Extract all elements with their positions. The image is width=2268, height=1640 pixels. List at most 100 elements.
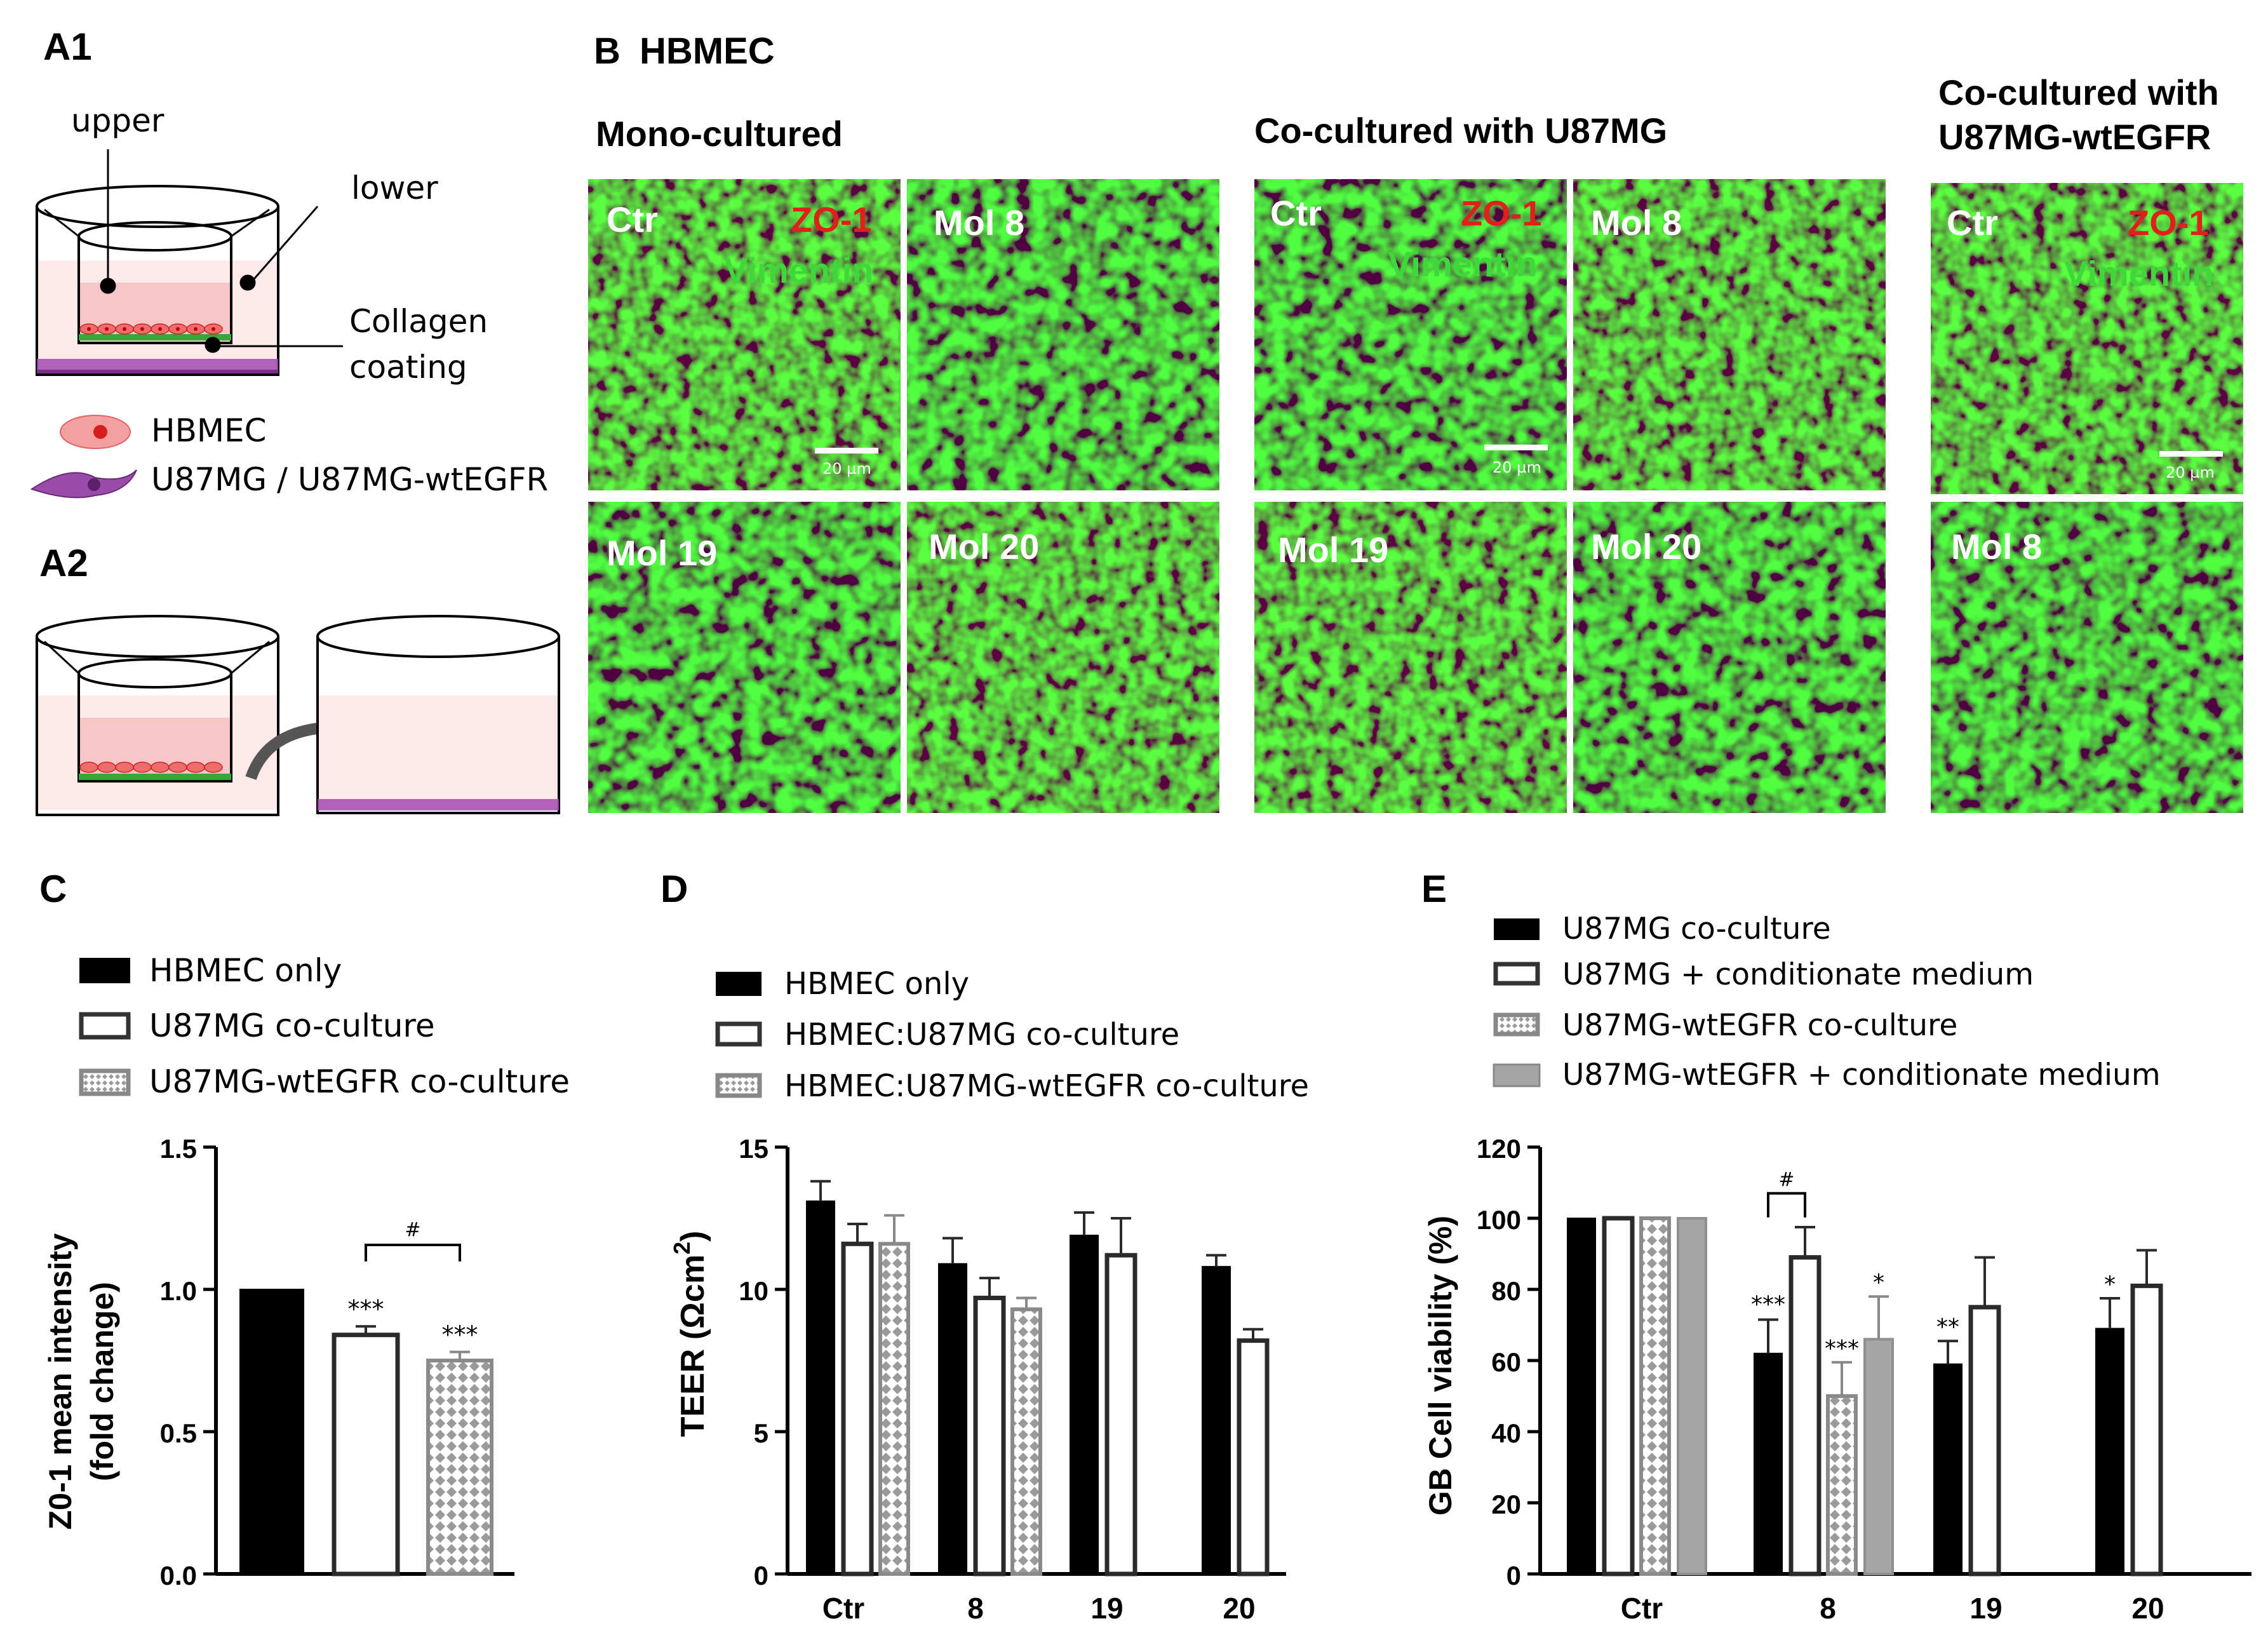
chart-e-bar-Ctr-1 (1567, 1218, 1596, 1575)
legend-hbmec: HBMEC (151, 412, 267, 449)
chart-d: 0 5 10 15 Ctr 8 19 20 (739, 1134, 1286, 1625)
transwell-right (316, 615, 560, 814)
label-zo1-wt: ZO-1 (2128, 203, 2209, 243)
chart-e-ytick-label-3: 60 (1491, 1347, 1521, 1377)
label-collagen-1: Collagen (349, 303, 488, 340)
legend-c: HBMEC only U87MG co-culture U87MG-wtEGFR… (79, 952, 570, 1100)
label-zo1-mono: ZO-1 (791, 199, 872, 239)
chart-d-ytick-label-0: 0 (754, 1561, 768, 1590)
label-mol19-mono: Mol 19 (607, 533, 717, 573)
legend-c-label-1: HBMEC only (149, 952, 342, 989)
panel-label-c: C (39, 868, 67, 910)
chart-c-bar-2 (332, 1333, 400, 1576)
legend-c-swatch-2 (79, 1012, 131, 1040)
legend-d-swatch-1 (716, 972, 762, 996)
legend-c-label-3: U87MG-wtEGFR co-culture (149, 1063, 570, 1100)
chart-e-bar-8-2 (1788, 1255, 1822, 1576)
chart-d-ytick-label-1: 5 (754, 1418, 768, 1448)
chart-e-xtick-19: 19 (1969, 1592, 2002, 1625)
legend-d-label-1: HBMEC only (784, 966, 969, 1002)
chart-d-bar-20-1 (1202, 1266, 1231, 1575)
chart-e-bar-Ctr-4 (1677, 1217, 1707, 1575)
image-mono-mol20 (907, 502, 1219, 813)
chart-c-ylabel-2: (fold change) (84, 1282, 120, 1481)
image-u87-mol19 (1254, 502, 1567, 813)
panel-label-a1: A1 (43, 25, 92, 68)
chart-d-bar-20-2 (1237, 1338, 1270, 1576)
u87mg-cell-icon (30, 469, 137, 499)
legend-e-label-3: U87MG-wtEGFR co-culture (1562, 1008, 1957, 1043)
scale-text-u87: 20 µm (1493, 459, 1541, 476)
chart-d-xtick-8: 8 (967, 1592, 984, 1625)
legend-u87mg: U87MG / U87MG-wtEGFR (151, 461, 548, 498)
chart-c-sig-hash: # (405, 1219, 420, 1241)
image-u87-mol20 (1573, 502, 1886, 813)
legend-e-swatch-3 (1493, 1012, 1540, 1037)
label-ctr-mono: Ctr (607, 199, 658, 239)
chart-d-bar-Ctr-3 (878, 1242, 910, 1576)
chart-d-bar-8-1 (938, 1263, 967, 1575)
label-vimentin-u87: Vimentin (1388, 244, 1537, 284)
chart-e-bar-20-2 (2130, 1283, 2163, 1576)
image-wt-ctr (1931, 183, 2243, 494)
chart-c-bar-1 (239, 1289, 304, 1575)
chart-e-bar-Ctr-2 (1602, 1216, 1635, 1576)
chart-e-bracket (1767, 1192, 1806, 1218)
image-u87-ctr (1254, 179, 1567, 490)
panel-letter-b: B (594, 30, 621, 72)
label-ctr-u87: Ctr (1270, 193, 1322, 233)
legend-c-swatch-3 (79, 1068, 131, 1096)
chart-d-xtick-20: 20 (1223, 1592, 1255, 1625)
image-mono-mol19 (588, 502, 901, 813)
legend-e-swatch-1 (1494, 918, 1540, 940)
chart-e-ytick-label-0: 0 (1506, 1561, 1521, 1590)
legend-e: U87MG co-culture U87MG + conditionate me… (1493, 911, 2161, 1092)
chart-e-ylabel: GB Cell viability (%) (1423, 1216, 1458, 1516)
chart-c-sig-2: *** (442, 1321, 478, 1349)
chart-e-sig-8-wtcm: * (1873, 1270, 1884, 1296)
panel-label-b: B HBMEC (594, 30, 775, 72)
legend-e-label-4: U87MG-wtEGFR + conditionate medium (1562, 1058, 2161, 1092)
chart-c-bracket (365, 1244, 461, 1261)
chart-c-ytick-label-1: 0.5 (160, 1418, 197, 1448)
chart-e-bar-19-2 (1968, 1305, 2001, 1576)
label-zo1-u87: ZO-1 (1461, 193, 1542, 233)
transwell-left (36, 615, 279, 816)
chart-d-xtick-Ctr: Ctr (822, 1592, 865, 1625)
schematic-pointers (100, 149, 343, 353)
col-title-u87: Co-cultured with U87MG (1254, 111, 1667, 151)
label-vimentin-wt: Vimentin (2064, 253, 2213, 293)
hbmec-cell-icon (60, 415, 131, 449)
panel-b: B HBMEC Mono-cultured Co-cultured with U… (588, 30, 2243, 813)
chart-e-sig-8-u87: *** (1751, 1292, 1785, 1318)
chart-e-ytick-label-2: 40 (1491, 1418, 1521, 1448)
panel-e: E U87MG co-culture U87MG + conditionate … (1421, 868, 2251, 1625)
chart-e-ytick-label-1: 20 (1491, 1489, 1521, 1519)
image-wt-mol8 (1931, 502, 2243, 813)
chart-d-bar-Ctr-1 (806, 1200, 835, 1575)
image-mono-ctr (588, 179, 901, 490)
panel-d: D HBMEC only HBMEC:U87MG co-culture HBME… (661, 868, 1309, 1625)
chart-e-bar-8-3 (1826, 1394, 1858, 1576)
col-title-wt-2: U87MG-wtEGFR (1938, 117, 2211, 157)
chart-e-sig-19: ** (1936, 1314, 1959, 1340)
chart-c-ylabel-1: Z0-1 mean intensity (43, 1233, 78, 1529)
label-mol8-mono: Mol 8 (934, 203, 1024, 243)
legend-e-label-1: U87MG co-culture (1562, 911, 1831, 946)
chart-d-xtick-19: 19 (1090, 1592, 1123, 1625)
label-ctr-wt: Ctr (1947, 203, 1998, 243)
scale-bar-mono (815, 448, 878, 454)
panel-label-a2: A2 (39, 542, 88, 584)
chart-e-bar-19-1 (1933, 1363, 1963, 1575)
chart-c-ytick-label-3: 1.5 (160, 1134, 197, 1164)
chart-d-bar-8-3 (1010, 1307, 1042, 1576)
panel-a1: A1 (30, 25, 548, 499)
legend-d-label-2: HBMEC:U87MG co-culture (784, 1017, 1179, 1052)
label-mol8-wt: Mol 8 (1951, 527, 2042, 567)
transwell-insert (44, 208, 270, 344)
label-mol20-mono: Mol 20 (929, 527, 1039, 567)
legend-c-label-2: U87MG co-culture (149, 1007, 435, 1044)
col-title-wt-1: Co-cultured with (1938, 72, 2219, 112)
